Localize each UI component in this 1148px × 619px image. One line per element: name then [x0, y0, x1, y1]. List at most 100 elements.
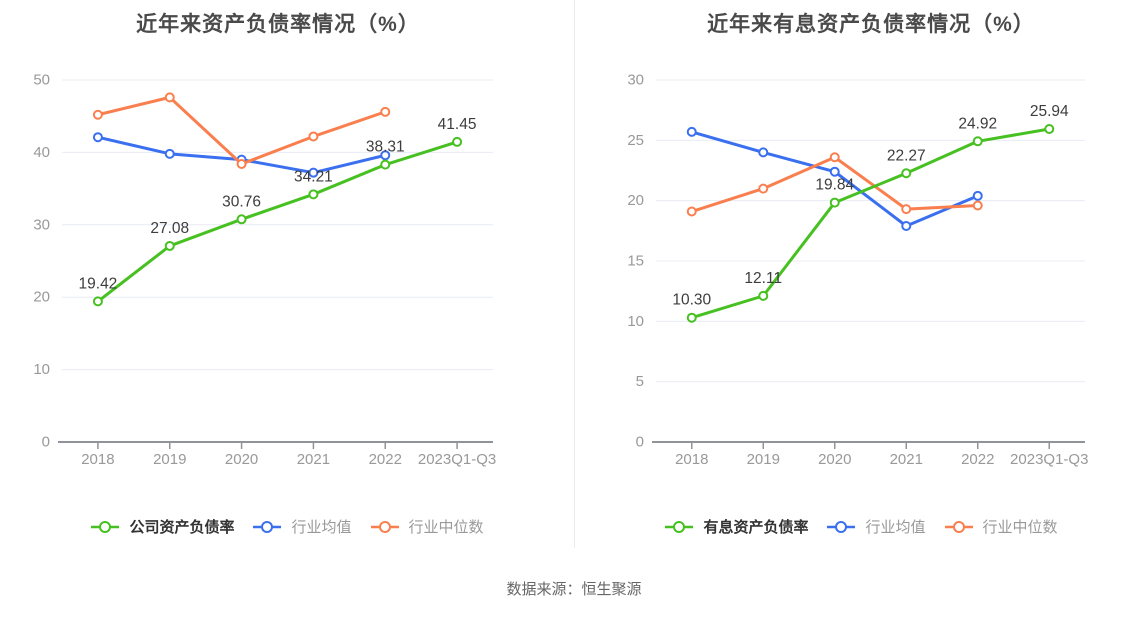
legend-marker-icon: [370, 520, 399, 533]
line-chart-svg: 2018 2019 2020 2021 2022 2023Q1-Q3 0 5 10 15 20 25 3…: [627, 72, 1088, 469]
panel-divider: [574, 0, 575, 548]
x-tick-label: 2023Q1-Q3: [1010, 451, 1088, 468]
y-tick-label: 0: [42, 434, 50, 451]
chart-legend: 有息资产负债率 行业均值 行业中位数: [574, 516, 1148, 537]
data-point[interactable]: [758, 147, 769, 158]
x-tick-label: 2020: [225, 451, 258, 468]
data-label: 30.76: [222, 193, 261, 210]
data-point[interactable]: [829, 197, 840, 208]
series-line: [96, 95, 387, 166]
y-tick-label: 10: [33, 361, 50, 378]
data-point[interactable]: [901, 204, 912, 215]
data-point[interactable]: [972, 200, 983, 211]
x-tick-label: 2023Q1-Q3: [418, 451, 496, 468]
legend-item-company[interactable]: 有息资产负债率: [664, 516, 808, 537]
x-tick-label: 2021: [890, 451, 923, 468]
chart-legend: 公司资产负债率 行业均值 行业中位数: [0, 516, 574, 537]
data-point[interactable]: [972, 190, 983, 201]
data-point[interactable]: [758, 183, 769, 194]
series-line: [690, 127, 1051, 320]
y-tick-label: 25: [627, 132, 644, 149]
y-tick-label: 15: [627, 253, 644, 270]
legend-item-industry-mean[interactable]: 行业均值: [826, 516, 926, 537]
data-label: 41.45: [438, 116, 477, 133]
data-point[interactable]: [901, 168, 912, 179]
data-point[interactable]: [686, 126, 697, 137]
data-label: 19.84: [815, 177, 854, 194]
data-point[interactable]: [758, 290, 769, 301]
legend-item-label: 行业均值: [865, 519, 926, 536]
data-label: 24.92: [958, 115, 997, 132]
data-point[interactable]: [686, 312, 697, 323]
chart-panel-interest-bearing-debt-ratio: 2018 2019 2020 2021 2022 2023Q1-Q3 0 5 10 15 20 25 3…: [574, 0, 1148, 548]
y-tick-label: 30: [33, 216, 50, 233]
data-point[interactable]: [380, 159, 391, 170]
legend-item-industry-median[interactable]: 行业中位数: [370, 516, 484, 537]
data-label: 34.21: [294, 168, 333, 185]
x-tick-label: 2021: [297, 451, 330, 468]
data-point[interactable]: [164, 148, 175, 159]
legend-item-industry-median[interactable]: 行业中位数: [944, 516, 1058, 537]
chart-title: 近年来有息资产负债率情况（%）: [707, 13, 1035, 36]
data-label: 19.42: [79, 275, 118, 292]
y-tick-label: 0: [636, 434, 644, 451]
legend-marker-icon: [827, 520, 856, 533]
legend-item-industry-mean[interactable]: 行业均值: [252, 516, 352, 537]
legend-item-label: 行业均值: [291, 519, 352, 536]
legend-item-label: 有息资产负债率: [703, 519, 809, 536]
chart-title: 近年来资产负债率情况（%）: [136, 13, 420, 36]
line-chart-svg: 2018 2019 2020 2021 2022 2023Q1-Q3 0 10 20 30 40 50…: [33, 72, 496, 469]
series-line: [96, 140, 459, 303]
data-point[interactable]: [686, 206, 697, 217]
data-label: 12.11: [744, 270, 782, 287]
data-label: 22.27: [887, 147, 926, 164]
data-label: 25.94: [1030, 103, 1069, 120]
data-point[interactable]: [829, 152, 840, 163]
legend-marker-icon: [944, 520, 973, 533]
y-tick-label: 50: [33, 72, 50, 89]
y-tick-label: 40: [33, 144, 50, 161]
y-tick-label: 10: [627, 313, 644, 330]
x-tick-label: 2020: [818, 451, 851, 468]
x-tick-label: 2019: [747, 451, 780, 468]
y-tick-label: 5: [636, 373, 644, 390]
data-point[interactable]: [972, 136, 983, 147]
data-point[interactable]: [308, 189, 319, 200]
x-tick-label: 2022: [369, 451, 402, 468]
data-point[interactable]: [92, 109, 103, 120]
chart-panel-debt-ratio: 2018 2019 2020 2021 2022 2023Q1-Q3 0 10 20 30 40 50…: [0, 0, 574, 548]
data-point[interactable]: [308, 167, 319, 178]
legend-marker-icon: [665, 520, 694, 533]
data-source-note: 数据来源：恒生聚源: [506, 581, 642, 598]
data-point[interactable]: [92, 296, 103, 307]
data-point[interactable]: [380, 106, 391, 117]
data-point[interactable]: [829, 166, 840, 177]
legend-item-label: 行业中位数: [408, 519, 484, 536]
data-point[interactable]: [92, 132, 103, 143]
y-tick-label: 20: [627, 192, 644, 209]
y-tick-label: 30: [627, 72, 644, 89]
data-point[interactable]: [164, 240, 175, 251]
data-point[interactable]: [308, 131, 319, 142]
legend-item-label: 行业中位数: [982, 519, 1058, 536]
legend-marker-icon: [253, 520, 282, 533]
legend-marker-icon: [91, 520, 120, 533]
data-label: 10.30: [672, 292, 711, 309]
x-tick-label: 2018: [81, 451, 114, 468]
x-tick-label: 2019: [153, 451, 186, 468]
x-tick-label: 2018: [675, 451, 708, 468]
legend-item-company[interactable]: 公司资产负债率: [90, 516, 234, 537]
data-point[interactable]: [236, 214, 247, 225]
x-tick-label: 2022: [961, 451, 994, 468]
data-label: 27.08: [150, 220, 189, 237]
y-tick-label: 20: [33, 289, 50, 306]
data-point[interactable]: [236, 158, 247, 169]
legend-item-label: 公司资产负债率: [129, 519, 235, 536]
data-point[interactable]: [164, 92, 175, 103]
data-label: 38.31: [366, 139, 405, 156]
data-point[interactable]: [452, 136, 463, 147]
data-point[interactable]: [901, 221, 912, 232]
data-point[interactable]: [380, 150, 391, 161]
data-point[interactable]: [1044, 123, 1055, 134]
